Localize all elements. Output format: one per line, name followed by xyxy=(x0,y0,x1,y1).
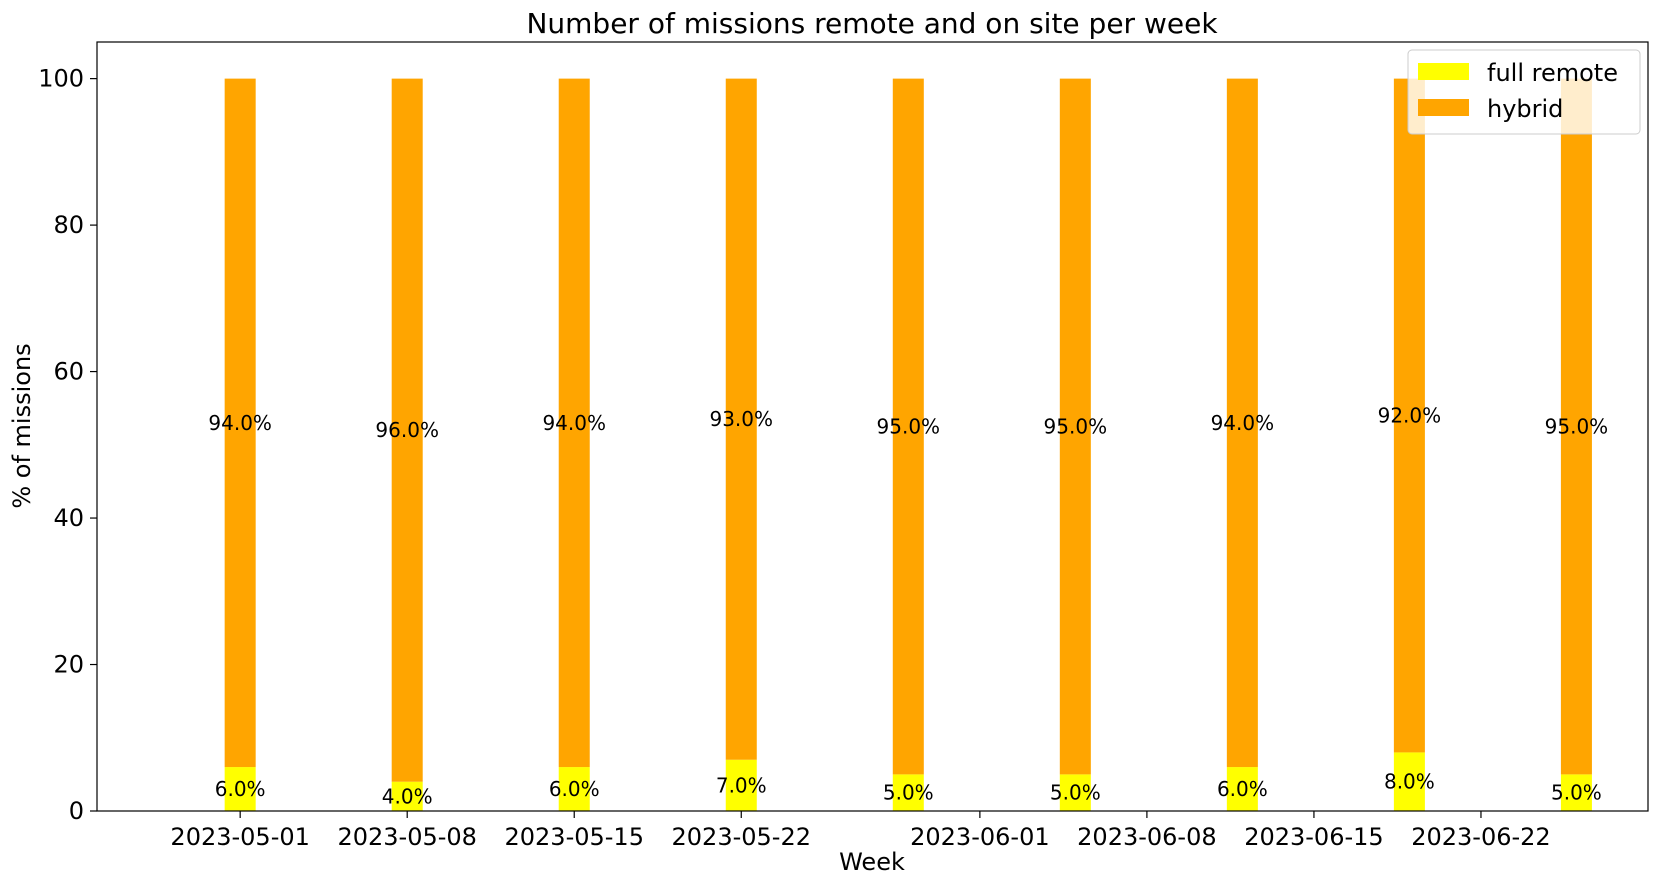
y-tick-label: 60 xyxy=(53,358,84,386)
data-label: 6.0% xyxy=(1217,777,1268,801)
bar-full-remote xyxy=(224,767,256,811)
data-label: 6.0% xyxy=(549,777,600,801)
legend-label: hybrid xyxy=(1487,95,1563,123)
data-label: 94.0% xyxy=(1211,411,1275,435)
axes-layer: 0 20 40 60 80 100 2023-05-01 2023-05-08 2023-05-… xyxy=(38,41,1649,851)
bar-full-remote xyxy=(892,774,924,811)
bar-hybrid xyxy=(1393,78,1425,753)
legend: full remote hybrid xyxy=(1407,49,1641,135)
bar-full-remote xyxy=(391,781,423,811)
y-tick-label: 80 xyxy=(53,211,84,239)
bar-full-remote xyxy=(558,767,590,811)
bar-full-remote xyxy=(1393,752,1425,811)
bar-full-remote xyxy=(1560,774,1592,811)
bar-hybrid xyxy=(558,78,590,768)
data-label: 5.0% xyxy=(883,781,934,805)
data-label: 94.0% xyxy=(208,411,272,435)
bar-full-remote xyxy=(725,759,757,811)
data-label: 95.0% xyxy=(1545,415,1609,439)
x-tick-label: 2023-05-08 xyxy=(337,823,476,851)
data-label: 96.0% xyxy=(375,418,439,442)
legend-swatch xyxy=(1418,63,1469,80)
plot-frame xyxy=(96,41,1649,812)
x-tick-label: 2023-05-22 xyxy=(672,823,811,851)
bar-hybrid xyxy=(224,78,256,768)
x-tick-label: 2023-06-22 xyxy=(1411,823,1550,851)
data-label: 94.0% xyxy=(542,411,606,435)
data-label: 7.0% xyxy=(716,773,767,797)
x-tick-label: 2023-06-01 xyxy=(910,823,1049,851)
data-label: 8.0% xyxy=(1384,770,1435,794)
chart-title: Number of missions remote and on site pe… xyxy=(526,7,1218,40)
data-label: 93.0% xyxy=(709,407,773,431)
bar-hybrid xyxy=(1226,78,1258,768)
y-axis-label: % of missions xyxy=(8,343,36,508)
x-tick-label: 2023-06-15 xyxy=(1244,823,1383,851)
data-label: 5.0% xyxy=(1050,781,1101,805)
bar-hybrid xyxy=(391,78,423,782)
y-tick-label: 0 xyxy=(69,797,84,825)
bar-hybrid xyxy=(1059,78,1091,775)
bars-layer xyxy=(224,78,1592,811)
x-tick-label: 2023-06-08 xyxy=(1077,823,1216,851)
data-label: 5.0% xyxy=(1551,781,1602,805)
data-labels-layer: 6.0% 94.0% 4.0% 96.0% 6.0% 94.0% 7.0% 93.0% 5.0%… xyxy=(208,404,1608,809)
x-axis-label: Week xyxy=(839,848,905,876)
data-label: 4.0% xyxy=(382,784,433,808)
data-label: 6.0% xyxy=(215,777,266,801)
data-label: 95.0% xyxy=(877,415,941,439)
x-tick-label: 2023-05-15 xyxy=(504,823,643,851)
data-label: 95.0% xyxy=(1044,415,1108,439)
bar-hybrid xyxy=(892,78,924,775)
y-tick-label: 20 xyxy=(53,651,84,679)
bar-full-remote xyxy=(1059,774,1091,811)
y-tick-label: 40 xyxy=(53,504,84,532)
legend-label: full remote xyxy=(1487,59,1618,87)
bar-hybrid xyxy=(1560,78,1592,775)
data-label: 92.0% xyxy=(1378,404,1442,428)
legend-swatch xyxy=(1418,99,1469,116)
bar-full-remote xyxy=(1226,767,1258,811)
x-tick-label: 2023-05-01 xyxy=(170,823,309,851)
bar-hybrid xyxy=(725,78,757,760)
y-tick-label: 100 xyxy=(38,65,84,93)
